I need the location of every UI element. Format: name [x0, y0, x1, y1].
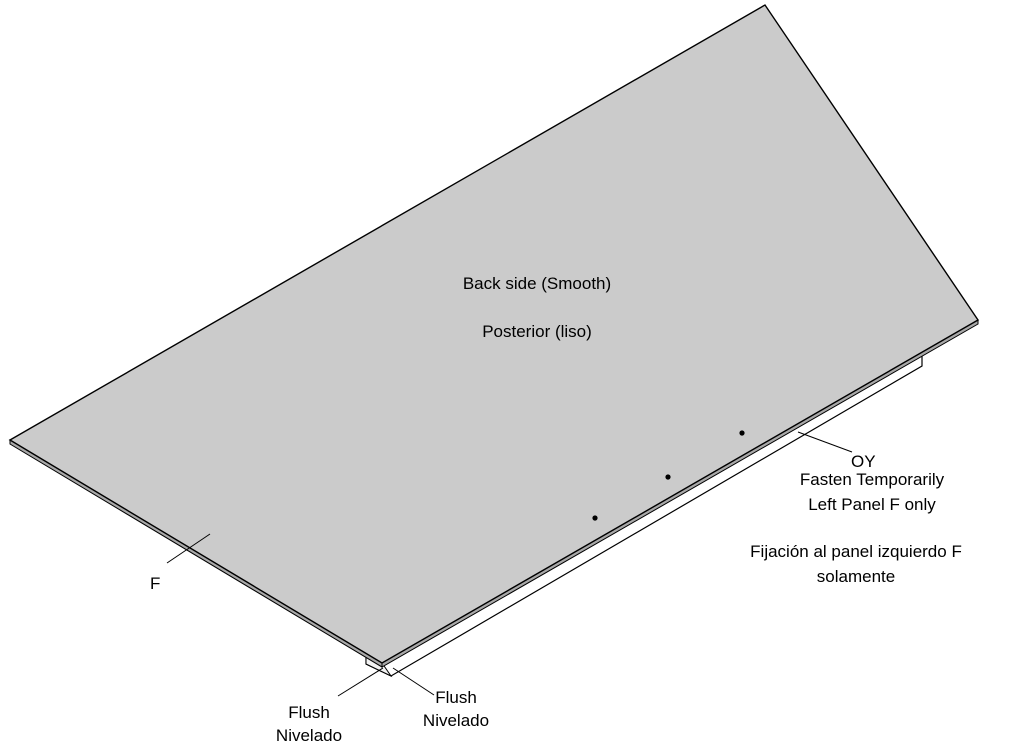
flush-right-en: Flush [435, 688, 477, 707]
panel-f-surface [8, 4, 980, 664]
fasten-note-en-line2: Left Panel F only [808, 495, 936, 514]
fasten-note-es-line1: Fijación al panel izquierdo F [750, 542, 962, 561]
leader-line-f [166, 533, 211, 564]
leader-line-flush-left [337, 667, 384, 697]
flush-right-es: Nivelado [423, 711, 489, 730]
fastener-dot [592, 515, 598, 521]
part-label-oy: OY [851, 452, 876, 471]
panel-label-es: Posterior (liso) [482, 322, 592, 341]
flush-left-es: Nivelado [276, 726, 342, 745]
fastener-dot [739, 430, 745, 436]
leader-line-oy [797, 431, 853, 453]
fasten-note-es-line2: solamente [817, 567, 895, 586]
fastener-dot [665, 474, 671, 480]
flush-left-en: Flush [288, 703, 330, 722]
panel-label-en: Back side (Smooth) [463, 274, 611, 293]
part-label-f: F [150, 574, 160, 593]
fasten-note-en-line1: Fasten Temporarily [800, 470, 945, 489]
leader-line-flush-right [392, 667, 435, 696]
